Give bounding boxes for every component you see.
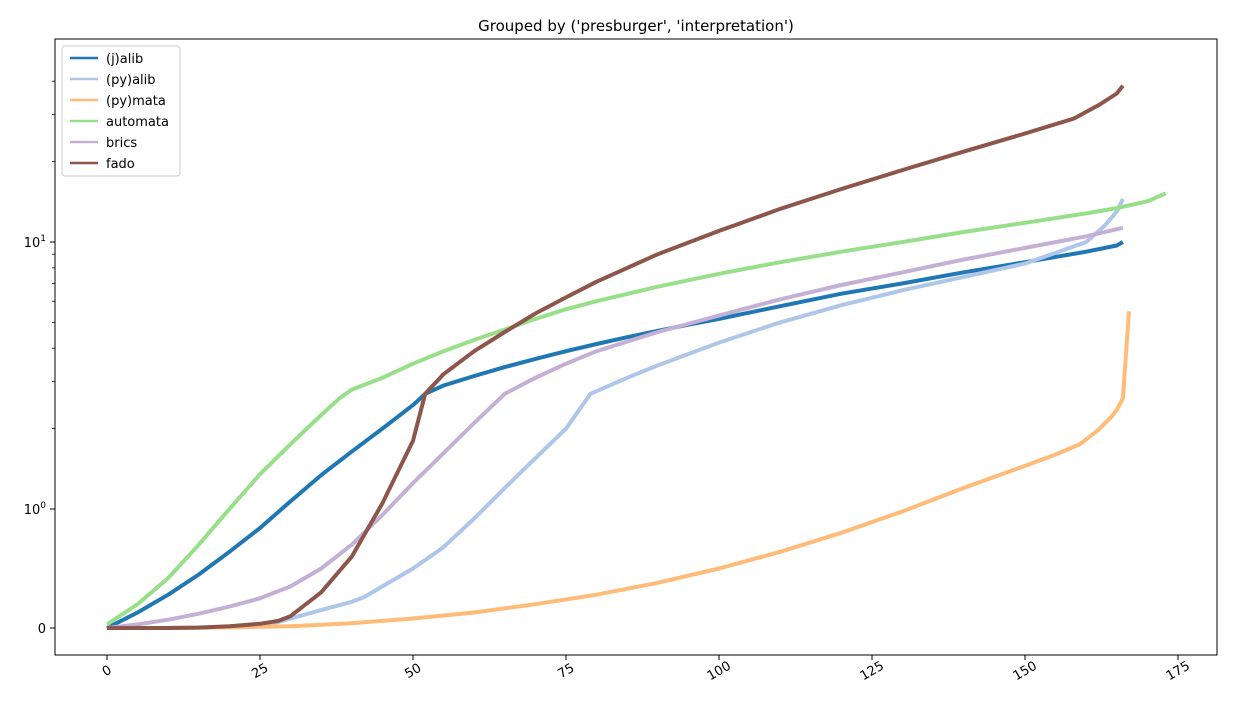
legend-label-5: fado (106, 157, 135, 172)
chart-title: Grouped by ('presburger', 'interpretatio… (478, 17, 794, 35)
series-line-1 (107, 198, 1125, 630)
legend-label-3: automata (106, 115, 169, 130)
x-tick-label-5: 125 (858, 659, 887, 684)
x-tick-label-0: 0 (100, 663, 115, 680)
series-line-2 (107, 311, 1131, 630)
plot-frame (54, 38, 1218, 656)
legend-label-2: (py)mata (106, 94, 166, 109)
x-tick-label-2: 50 (402, 661, 424, 682)
series-line-4 (106, 225, 1124, 630)
legend: (j)alib (py)alib (py)mata automata brics fado (61, 45, 181, 177)
legend-label-0: (j)alib (106, 52, 143, 67)
y-tick-label-1: 100 (24, 501, 47, 518)
legend-label-4: brics (106, 136, 137, 151)
x-tick-label-1: 25 (249, 661, 271, 682)
y-axis: 0 100 101 (24, 80, 55, 637)
y-tick-label-2: 101 (24, 234, 46, 251)
x-tick-label-6: 150 (1011, 659, 1040, 684)
series-line-0 (106, 240, 1124, 630)
series-layer (105, 84, 1167, 630)
x-tick-label-7: 175 (1164, 659, 1193, 684)
x-tick-label-4: 100 (705, 659, 734, 684)
legend-label-1: (py)alib (106, 73, 156, 88)
series-line-3 (105, 191, 1167, 627)
y-tick-label-0: 0 (38, 622, 46, 637)
series-line-5 (107, 84, 1125, 630)
x-axis: 0 25 50 75 100 125 150 175 (100, 655, 1193, 684)
x-tick-label-3: 75 (555, 661, 577, 682)
